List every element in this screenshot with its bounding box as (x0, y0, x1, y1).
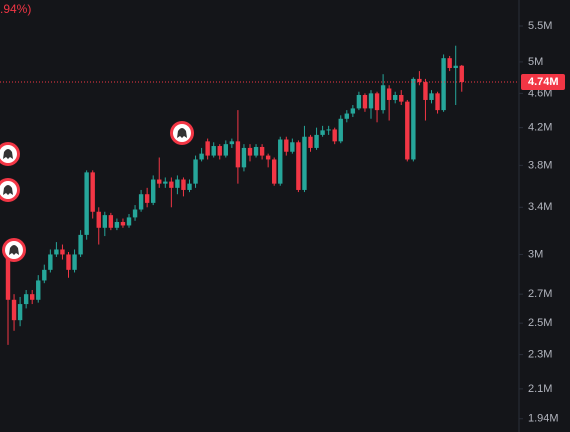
candle-body (157, 179, 162, 184)
candle-body (5, 256, 11, 300)
candle-body (399, 95, 404, 102)
y-tick-label: 2.1M (528, 383, 552, 395)
candle-body (126, 217, 132, 226)
y-tick-label: 2.3M (528, 349, 552, 361)
candle-body (193, 159, 198, 184)
y-tick-label: 2.7M (528, 288, 552, 300)
y-tick-label: 2.5M (528, 317, 552, 329)
y-tick-label: 5.5M (528, 20, 552, 32)
candle-body (435, 93, 440, 111)
y-tick-label: 3.4M (528, 201, 552, 213)
candle-body (229, 141, 235, 145)
candle-body (308, 136, 313, 148)
candle-body (278, 139, 283, 184)
event-icon[interactable] (0, 142, 20, 166)
candle-body (320, 130, 325, 135)
candle-body (54, 249, 59, 255)
candle-body (314, 134, 319, 148)
event-icon[interactable] (170, 121, 194, 145)
candle-body (181, 179, 186, 190)
candle-body (42, 269, 47, 281)
candle-body (78, 234, 83, 255)
candle-body (356, 95, 362, 109)
candle-body (417, 78, 422, 83)
candle-body (163, 181, 168, 184)
candle-body (302, 136, 307, 190)
candle-body (338, 118, 343, 142)
candle-body (405, 101, 410, 160)
candle-body (380, 85, 386, 111)
candle-body (108, 215, 114, 228)
candle-body (326, 129, 331, 131)
candle-body (441, 58, 446, 111)
candle-body (447, 58, 452, 69)
candle-body (60, 249, 65, 255)
candle-body (17, 304, 23, 321)
y-tick-label: 3.8M (528, 159, 552, 171)
candle-body (72, 254, 77, 270)
y-tick-label: 5M (528, 56, 543, 68)
candle-body (11, 299, 17, 321)
candle-body (84, 172, 89, 235)
price-change: .94%) (0, 2, 31, 16)
event-icon[interactable] (0, 178, 20, 202)
y-tick-label: 1.94M (528, 413, 559, 425)
candle-body (102, 215, 107, 228)
candle-body (223, 144, 228, 156)
candle-body (48, 254, 53, 270)
y-tick-label: 4.2M (528, 122, 552, 134)
candle-body (211, 146, 216, 156)
candle-body (66, 254, 71, 270)
candle-body (429, 93, 434, 100)
candle-body (175, 179, 180, 188)
candle-body (459, 65, 464, 83)
candle-body (132, 209, 138, 218)
candle-body (169, 181, 174, 188)
candle-body (362, 95, 368, 109)
candle-body (332, 129, 337, 142)
candle-body (90, 172, 95, 212)
last-price-box (521, 74, 565, 91)
candle-body (23, 294, 29, 305)
candle-body (241, 147, 247, 168)
candle-body (253, 146, 259, 156)
candle-body (393, 95, 398, 100)
candle-body (265, 155, 271, 160)
y-tick-label: 4.6M (528, 87, 552, 99)
candle-body (259, 146, 265, 156)
last-price-label: 4.74M (528, 76, 559, 88)
candle-body (187, 183, 192, 190)
candle-body (290, 142, 295, 152)
candle-body (36, 280, 41, 300)
candle-body (374, 93, 380, 111)
candle-body (151, 179, 156, 203)
y-tick-label: 3M (528, 248, 543, 260)
candle-body (120, 221, 126, 226)
candle-body (368, 93, 374, 109)
candle-body (272, 159, 277, 184)
candle-body (217, 146, 222, 156)
candle-body (30, 294, 35, 300)
candle-body (205, 141, 210, 156)
candle-body (350, 108, 356, 114)
candle-body (344, 113, 349, 119)
candle-body (453, 65, 458, 69)
candle-body (296, 142, 301, 190)
event-icon[interactable] (2, 238, 26, 262)
candle-body (423, 82, 428, 100)
candle-body (411, 78, 416, 160)
candle-body (114, 221, 120, 228)
candle-body (144, 194, 150, 203)
candle-body (386, 88, 392, 100)
candle-body (199, 153, 204, 160)
candle-body (96, 211, 101, 228)
candle-body (138, 194, 144, 210)
candle-body (247, 147, 253, 156)
candle-body (284, 139, 289, 152)
candle-body (235, 141, 241, 168)
